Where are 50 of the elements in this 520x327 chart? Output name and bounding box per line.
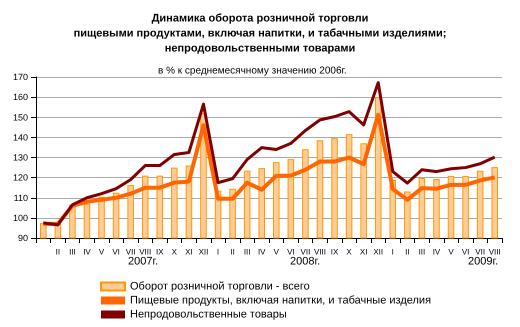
x-tick-label: III (244, 248, 250, 256)
x-tick-label: VI (112, 248, 120, 256)
x-tick-label: VI (462, 248, 470, 256)
x-tick-label: IV (258, 248, 266, 256)
x-tick-label: VII (300, 248, 310, 256)
x-tick-label: II (230, 248, 235, 256)
x-tick-label: X (172, 248, 178, 256)
x-tick-label: IV (432, 248, 441, 256)
y-tick-label: 170 (12, 72, 28, 82)
line-series (41, 112, 497, 226)
x-tick-label: XII (373, 248, 384, 256)
line-series (42, 81, 496, 226)
y-tick-label: 150 (12, 112, 28, 122)
text: 2007г. (128, 256, 158, 268)
x-tick-label: I (216, 248, 220, 256)
x-tick-label: VII (475, 248, 486, 256)
y-tick-label: 140 (12, 132, 28, 142)
x-tick-label: V (448, 248, 454, 256)
x-tick-label: V (274, 248, 280, 256)
x-tick-label: II (405, 248, 410, 256)
y-tick-label: 160 (12, 92, 28, 102)
legend-label: Пищевые продукты, включая напитки, и табачные изделия (130, 294, 432, 306)
x-tick-label: VIII (314, 248, 326, 256)
x-tick-label: XII (198, 248, 208, 256)
x-tick-label: X (346, 248, 352, 256)
x-tick-label: V (98, 248, 105, 256)
text: 2008г. (290, 256, 320, 268)
y-tick-label: 120 (12, 172, 28, 183)
x-tick-label: VII (126, 248, 136, 256)
x-tick-label: II (56, 248, 60, 256)
y-tick-label: 100 (12, 212, 28, 223)
x-tick-label: VI (287, 248, 295, 256)
legend-label: Непродовольственные товары (130, 308, 287, 320)
x-tick-label: IX (156, 248, 164, 256)
x-tick-label: IX (330, 248, 339, 256)
x-tick-label: VIII (139, 248, 152, 256)
x-tick-label: VIII (488, 248, 501, 256)
y-tick-label: 110 (14, 192, 28, 203)
chart-title: Динамика оборота розничной торговли пищевыми продуктами, включая напитки, и табачными изделиями; непродовольственными товарами (74, 12, 446, 54)
x-tick-label: IV (83, 248, 92, 256)
y-tick-label: 90 (18, 233, 28, 243)
x-tick-label: XI (185, 248, 193, 256)
x-tick-label: III (69, 248, 76, 256)
x-tick-label: XI (360, 248, 368, 256)
y-tick-label: 130 (12, 152, 28, 162)
chart-subtitle: в % к среднемесячному значению 2006г. (158, 66, 347, 76)
x-tick-label: I (392, 248, 394, 256)
x-tick-label: III (418, 248, 426, 256)
text: 2009г. (468, 256, 498, 268)
legend-label: Оборот розничной торговли - всего (130, 280, 310, 292)
